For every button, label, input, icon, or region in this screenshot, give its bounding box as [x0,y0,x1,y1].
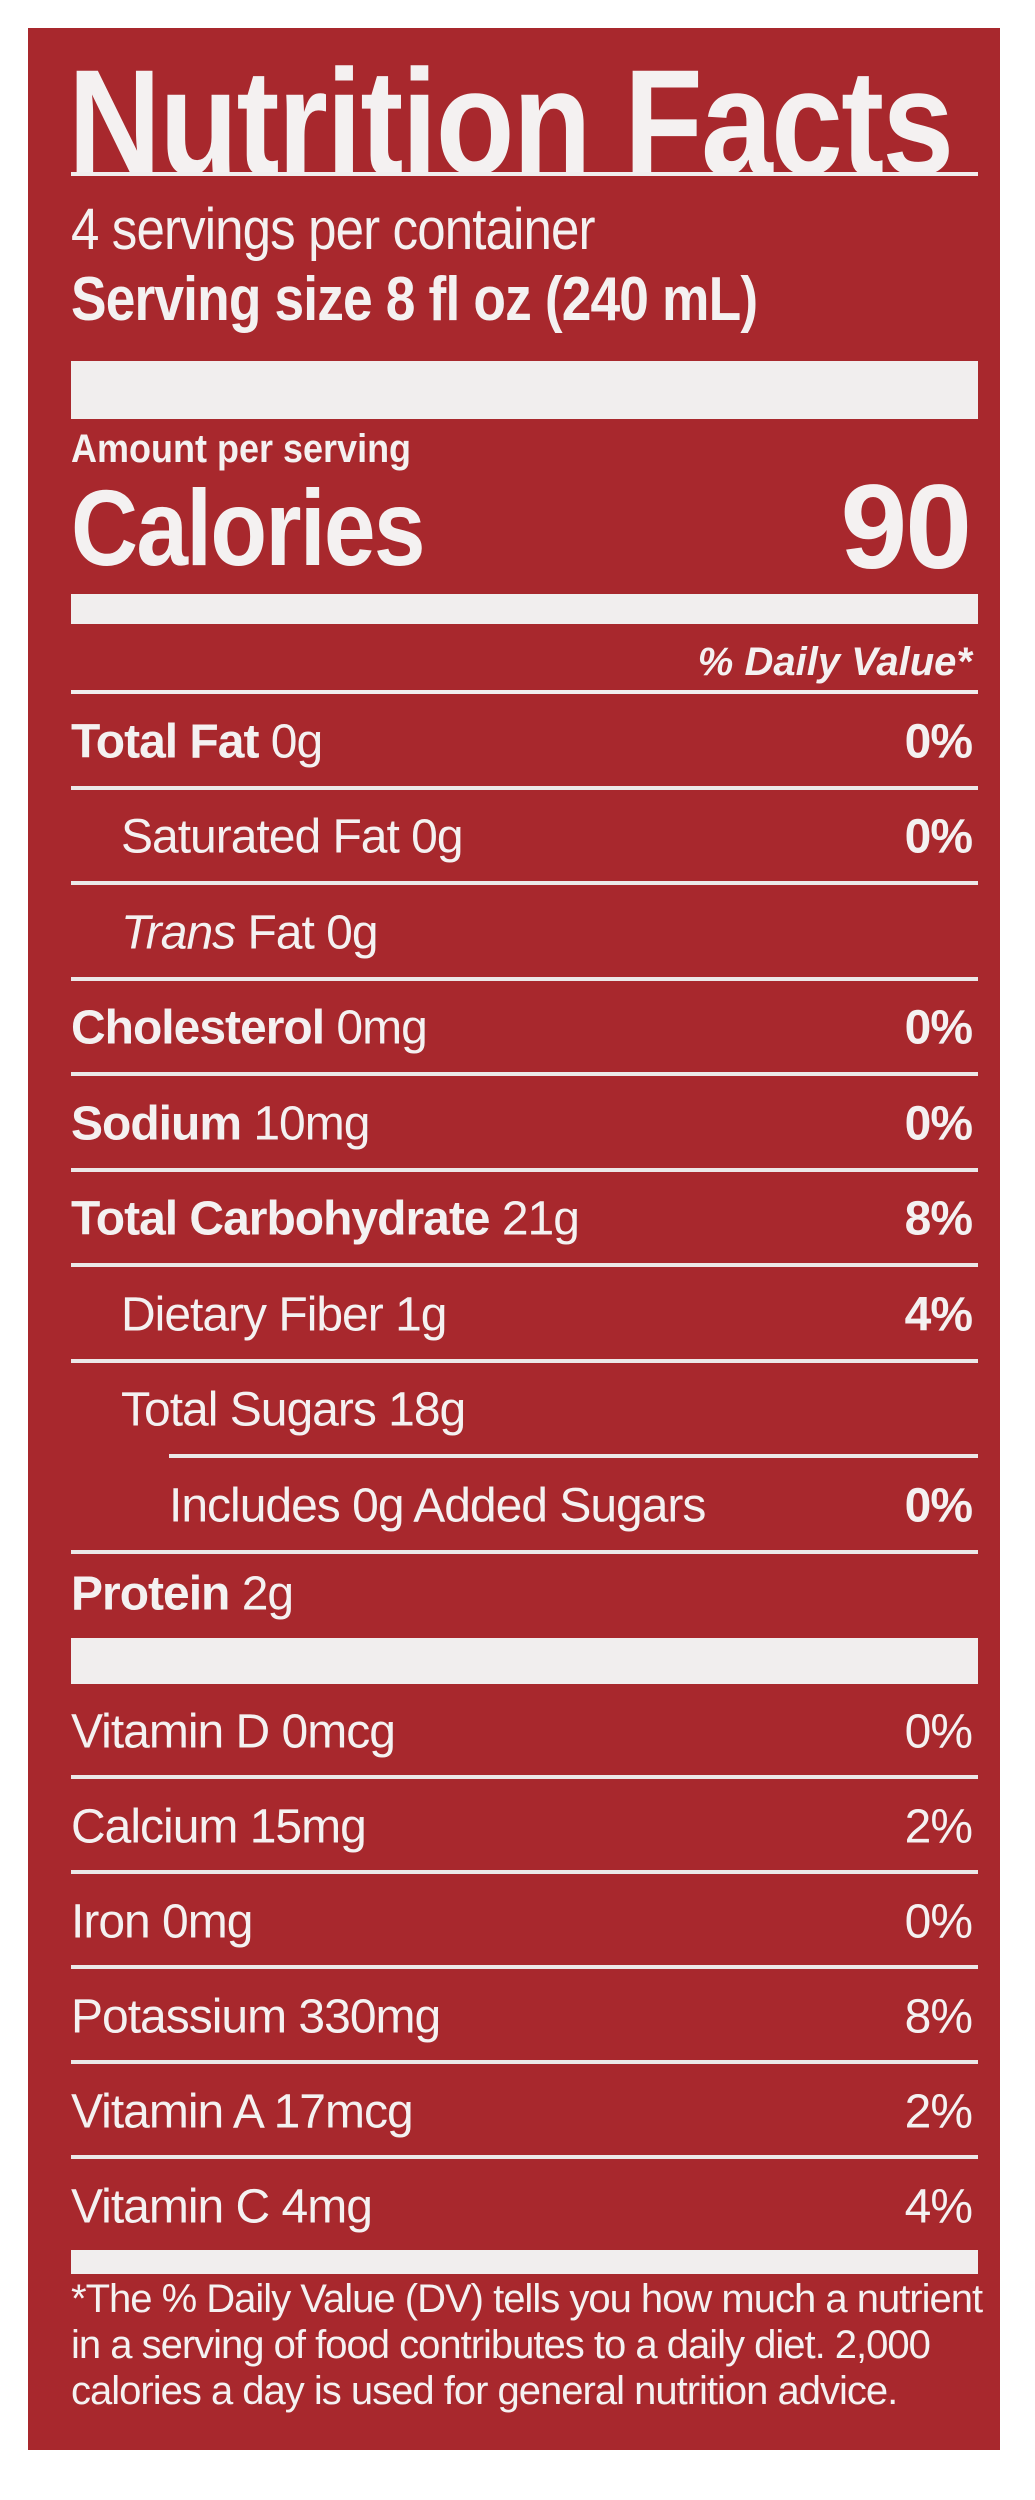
divider [71,1072,978,1076]
nutrient-label: Total Fat 0g [71,714,323,769]
vitamin-label: Vitamin C 4mg [71,2180,373,2233]
vitamin-label: Vitamin A 17mcg [71,2085,414,2138]
divider [71,1358,978,1363]
calories-value: 90 [840,460,972,594]
nutrient-amount: 10mg [241,1097,370,1151]
nutrient-row: Cholesterol 0mg 0% [71,981,978,1076]
nutrient-label: Total Carbohydrate 21g [71,1192,580,1247]
vitamin-label: Potassium 330mg [71,1990,441,2043]
vitamin-row: Vitamin D 0mcg 0% [71,1684,978,1779]
vitamin-daily-value: 0% [904,1895,973,1948]
nutrient-label: Protein 2g [71,1566,294,1621]
vitamin-daily-value: 2% [904,2085,973,2138]
nutrient-row: Dietary Fiber 1g 4% [71,1267,978,1363]
thick-bar [71,361,978,419]
divider [71,881,978,885]
nutrient-name: Saturated Fat [121,810,400,864]
vitamin-daily-value: 0% [904,1705,973,1758]
vitamin-daily-value: 4% [904,2180,973,2233]
vitamin-row: Vitamin C 4mg 4% [71,2159,978,2254]
nutrient-row: Sodium 10mg 0% [71,1076,978,1172]
vitamin-row: Potassium 330mg 8% [71,1969,978,2064]
divider [71,172,978,176]
footnote: *The % Daily Value (DV) tells you how mu… [71,2277,983,2413]
vitamin-label: Iron 0mg [71,1895,253,1948]
divider [169,1454,978,1458]
divider [71,690,978,694]
nutrient-name: Trans [121,906,236,960]
divider [71,976,978,981]
nutrient-amount: 2g [229,1567,294,1620]
nutrient-label: Sodium 10mg [71,1096,370,1151]
divider [71,1965,978,1969]
nutrient-name: Total Sugars [121,1383,377,1437]
nutrient-label: Cholesterol 0mg [71,1001,428,1056]
divider [71,2060,978,2064]
nutrient-name: Dietary Fiber [121,1288,384,1342]
nutrient-daily-value: 0% [904,1097,973,1151]
amount-per-serving: Amount per serving [71,427,412,471]
nutrient-name: Includes 0g Added Sugars [169,1479,706,1533]
nutrient-amount: 18g [375,1383,466,1437]
nutrient-name: Total Fat [71,715,259,769]
divider [71,1263,978,1267]
divider [71,1167,978,1172]
nutrient-daily-value: 8% [904,1192,973,1246]
title: Nutrition Facts [68,38,954,206]
nutrient-label: Trans Fat 0g [121,905,379,960]
vitamin-daily-value: 8% [904,1990,973,2043]
nutrient-name: Protein [71,1567,230,1620]
daily-value-header: % Daily Value* [697,640,972,684]
nutrient-row: Total Fat 0g 0% [71,694,978,790]
nutrient-daily-value: 4% [904,1288,973,1342]
medium-bar [71,594,978,624]
vitamin-row: Vitamin A 17mcg 2% [71,2064,978,2159]
nutrient-label: Total Sugars 18g [121,1383,466,1438]
nutrient-name: Total Carbohydrate [71,1192,490,1246]
medium-bar [71,2250,978,2274]
nutrient-row: Protein 2g [71,1554,978,1634]
nutrient-daily-value: 0% [904,715,973,769]
divider [71,2155,978,2159]
nutrient-row: Includes 0g Added Sugars 0% [71,1458,978,1554]
divider [71,1549,978,1554]
nutrient-daily-value: 0% [904,810,973,864]
nutrition-facts-panel: Nutrition Facts 4 servings per container… [28,28,1000,2450]
nutrient-label: Saturated Fat 0g [121,810,464,865]
divider [71,785,978,790]
divider [71,1775,978,1779]
vitamin-label: Vitamin D 0mcg [71,1705,396,1758]
vitamin-daily-value: 2% [904,1800,973,1853]
nutrient-name: Cholesterol [71,1001,325,1055]
servings-per-container: 4 servings per container [71,197,595,262]
nutrient-row: Total Sugars 18g [71,1363,978,1458]
nutrient-row: Total Carbohydrate 21g 8% [71,1172,978,1267]
nutrient-row: Saturated Fat 0g 0% [71,790,978,885]
calories-label: Calories [71,467,425,588]
vitamin-row: Iron 0mg 0% [71,1874,978,1969]
thick-bar [71,1638,978,1684]
nutrient-amount: 0g [398,810,463,864]
nutrient-daily-value: 0% [904,1479,973,1533]
divider [71,1870,978,1874]
nutrient-name: Sodium [71,1097,242,1151]
nutrient-amount: 0g [258,715,323,769]
nutrient-amount: 1g [382,1288,447,1342]
nutrient-amount: 0mg [324,1001,427,1055]
nutrient-amount: 21g [489,1192,580,1246]
nutrient-label: Includes 0g Added Sugars [169,1478,706,1533]
nutrient-label: Dietary Fiber 1g [121,1287,447,1342]
nutrient-amount: Fat 0g [235,906,378,960]
serving-size: Serving size 8 fl oz (240 mL) [71,265,758,334]
nutrient-row: Trans Fat 0g [71,885,978,981]
nutrient-daily-value: 0% [904,1001,973,1055]
vitamin-row: Calcium 15mg 2% [71,1779,978,1874]
vitamin-label: Calcium 15mg [71,1800,367,1853]
